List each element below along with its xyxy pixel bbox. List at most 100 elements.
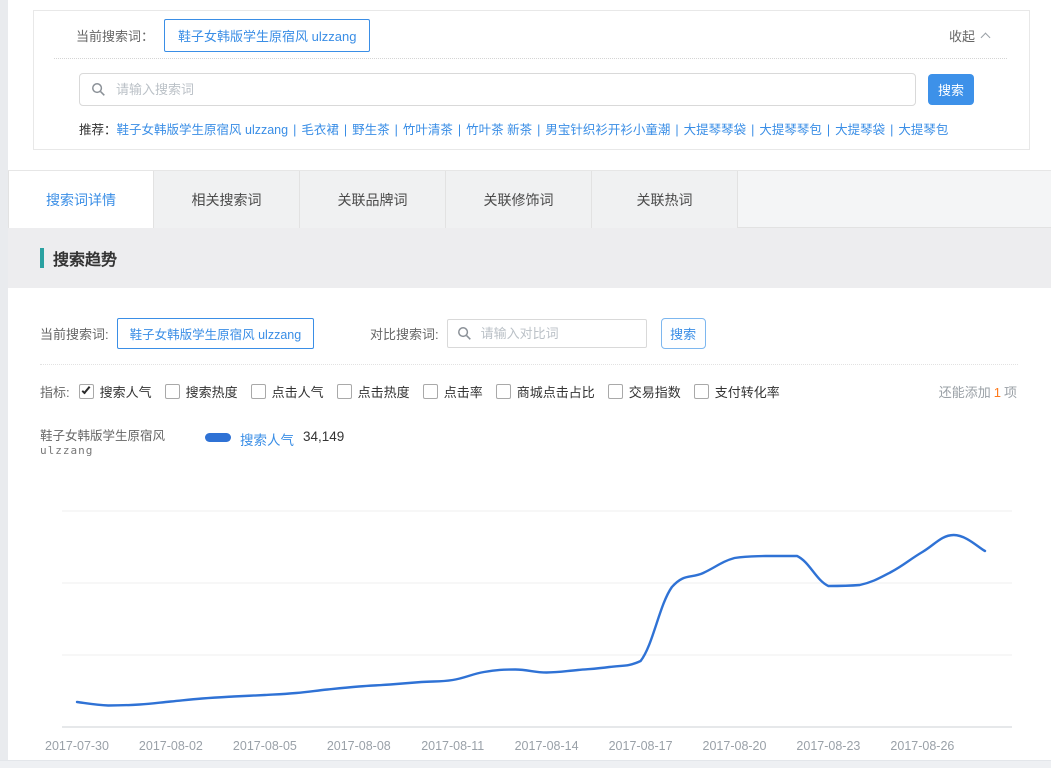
legend-metric-label: 搜索人气 (240, 433, 294, 448)
current-term-group: 当前搜索词: 鞋子女韩版学生原宿风 ulzzang (40, 318, 315, 349)
separator: | (293, 123, 297, 137)
chart-legend: 鞋子女韩版学生原宿风 ulzzang 搜索人气 34,149 (40, 429, 344, 458)
search-input[interactable] (114, 81, 904, 98)
metric-checkbox-item[interactable]: 商城点击占比 (495, 382, 595, 401)
current-term-chip[interactable]: 鞋子女韩版学生原宿风 ulzzang (164, 19, 371, 52)
legend-metric-value: 34,149 (303, 429, 345, 444)
checkbox-icon[interactable] (495, 383, 511, 399)
tab-active[interactable]: 搜索词详情 (8, 171, 154, 229)
separator: | (343, 123, 348, 137)
metric-label: 点击热度 (357, 384, 410, 400)
remain-quota-text: 还能添加 1 项 (938, 385, 1017, 400)
separator: | (826, 123, 831, 137)
separator: | (890, 123, 894, 137)
x-axis-tick-label: 2017-08-20 (703, 739, 767, 753)
metric-checkbox-item[interactable]: 支付转化率 (693, 382, 780, 401)
metric-label: 点击率 (443, 384, 483, 400)
separator: | (751, 123, 755, 137)
recommend-label: 推荐： (79, 123, 117, 137)
compare-term-group: 对比搜索词: 搜索 (370, 318, 706, 349)
legend-line-marker[interactable] (205, 433, 231, 442)
metric-checkbox-item[interactable]: 点击率 (422, 382, 483, 401)
metrics-label: 指标: (40, 384, 70, 400)
recommend-link[interactable]: 大提琴包 (898, 123, 949, 137)
search-icon (457, 327, 471, 340)
checkbox-icon[interactable] (250, 383, 266, 399)
tab-item[interactable]: 相关搜索词 (154, 171, 300, 228)
collapse-button[interactable]: 收起 (948, 26, 991, 45)
trend-section: 当前搜索词: 鞋子女韩版学生原宿风 ulzzang 对比搜索词: 搜索 指标: … (8, 288, 1051, 760)
x-axis-tick-label: 2017-08-26 (890, 739, 954, 753)
current-term-chip-2[interactable]: 鞋子女韩版学生原宿风 ulzzang (116, 318, 315, 349)
x-axis-tick-label: 2017-08-02 (139, 739, 203, 753)
collapse-label: 收起 (948, 29, 975, 44)
metric-checkbox-item[interactable]: 搜索人气 (78, 382, 152, 401)
checkbox-icon[interactable] (164, 383, 180, 399)
x-axis-tick-label: 2017-08-17 (609, 739, 673, 753)
metric-label: 商城点击占比 (516, 384, 595, 400)
metric-label: 支付转化率 (714, 384, 780, 400)
compare-input-wrap (446, 319, 647, 348)
separator: | (675, 123, 679, 137)
compare-term-label: 对比搜索词: (370, 327, 439, 342)
current-term-label-2: 当前搜索词: (40, 327, 109, 342)
section-title-bar (40, 248, 44, 268)
compare-search-button[interactable]: 搜索 (660, 318, 706, 349)
x-axis-tick-labels: 2017-07-30 2017-08-02 2017-08-05 2017-08-08… (45, 739, 954, 753)
x-axis-tick-label: 2017-08-05 (233, 739, 297, 753)
metric-checkbox-item[interactable]: 点击人气 (250, 382, 324, 401)
search-button[interactable]: 搜索 (928, 74, 974, 105)
chevron-up-icon (980, 32, 991, 43)
row-divider (40, 364, 1018, 365)
tab-item[interactable]: 关联修饰词 (446, 171, 592, 228)
recommend-link[interactable]: 毛衣裙 (301, 123, 339, 137)
recommend-link[interactable]: 竹叶茶 新茶 (466, 123, 533, 137)
search-row: 搜索 (34, 59, 1029, 106)
separator: | (394, 123, 398, 137)
metric-label: 搜索热度 (185, 384, 238, 400)
x-axis-tick-label: 2017-08-23 (796, 739, 860, 753)
checkbox-icon[interactable] (693, 383, 709, 399)
current-term-label: 当前搜索词： (76, 29, 155, 44)
x-axis-tick-label: 2017-08-08 (327, 739, 391, 753)
checkbox-icon[interactable] (336, 383, 352, 399)
dotted-divider (54, 58, 1007, 59)
tab-item[interactable]: 关联品牌词 (300, 171, 446, 228)
recommend-row: 推荐：鞋子女韩版学生原宿风 ulzzang | 毛衣裙 | 野生茶 | 竹叶清茶 | 竹叶茶 新… (34, 106, 1029, 138)
page-bottom-strip (0, 760, 1051, 768)
legend-series-name: 鞋子女韩版学生原宿风 ulzzang (40, 429, 166, 457)
trend-line-chart[interactable]: 2017-07-30 2017-08-02 2017-08-05 2017-08-08… (30, 460, 1030, 760)
metric-checkbox-item[interactable]: 交易指数 (607, 382, 681, 401)
section-title: 搜索趋势 (53, 252, 118, 269)
checkbox-icon[interactable] (422, 383, 438, 399)
section-header: 搜索趋势 (8, 228, 1051, 288)
search-icon (92, 83, 105, 96)
recommend-link[interactable]: 男宝针织衫开衫小童潮 (545, 123, 671, 137)
x-axis-tick-label: 2017-08-11 (421, 739, 484, 753)
checkbox-icon[interactable] (607, 383, 623, 399)
checkbox-checked-icon[interactable] (78, 383, 94, 399)
recommend-link[interactable]: 鞋子女韩版学生原宿风 ulzzang (116, 123, 289, 137)
metric-checkbox-item[interactable]: 搜索热度 (164, 382, 238, 401)
metrics-row: 指标: 搜索人气 搜索热度 点击人气 点击热度 点击率 商城点击占比 交易指数 支付转化率 还… (40, 378, 1018, 404)
page-left-gutter (0, 0, 8, 768)
tab-strip: 搜索词详情 相关搜索词 关联品牌词 关联修饰词 关联热词 (8, 170, 1051, 229)
metric-checkbox-item[interactable]: 点击热度 (336, 382, 410, 401)
recommend-link[interactable]: 大提琴袋 (835, 123, 886, 137)
tab-item[interactable]: 关联热词 (592, 171, 738, 228)
trend-series-line (75, 533, 987, 707)
x-axis-tick-label: 2017-08-14 (515, 739, 579, 753)
search-input-wrap (79, 73, 916, 106)
check-mark-icon (81, 384, 91, 395)
current-term-row: 当前搜索词： 鞋子女韩版学生原宿风 ulzzang 收起 (34, 11, 1029, 52)
separator: | (457, 123, 462, 137)
x-axis-tick-label: 2017-07-30 (45, 739, 109, 753)
remain-count: 1 (993, 385, 1001, 400)
compare-input[interactable] (478, 325, 637, 342)
recommend-link[interactable]: 竹叶清茶 (402, 123, 453, 137)
metric-label: 交易指数 (628, 384, 681, 400)
recommend-link[interactable]: 大提琴琴包 (759, 123, 822, 137)
recommend-link[interactable]: 野生茶 (352, 123, 390, 137)
recommend-link[interactable]: 大提琴琴袋 (683, 123, 747, 137)
search-panel: 当前搜索词： 鞋子女韩版学生原宿风 ulzzang 收起 搜索 推荐：鞋子女韩版… (33, 10, 1030, 150)
